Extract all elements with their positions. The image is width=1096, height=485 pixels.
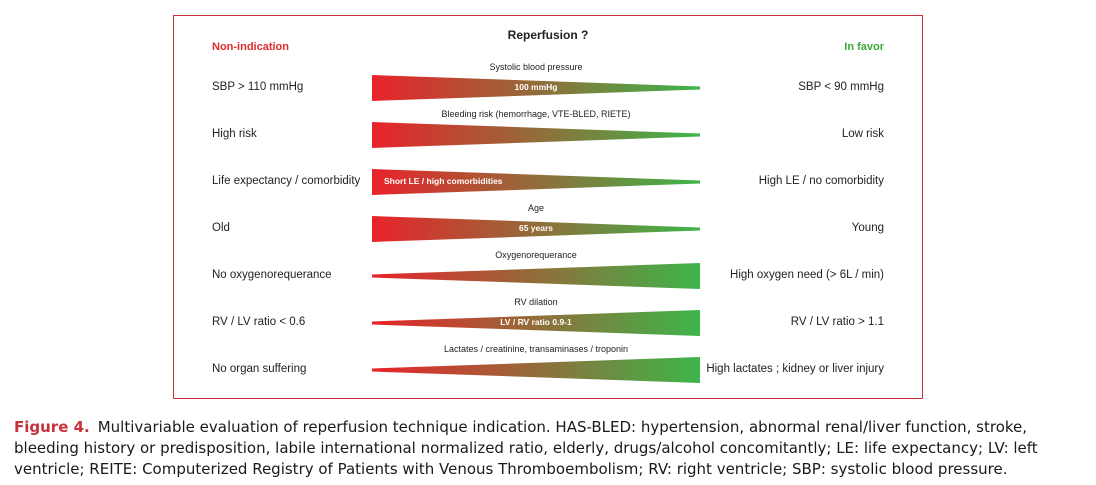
wedge-svg bbox=[372, 263, 700, 289]
wedge-shape bbox=[372, 263, 700, 289]
wedge-inner-label: Short LE / high comorbidities bbox=[384, 176, 503, 186]
right-label: Low risk bbox=[841, 128, 884, 140]
criterion-row: Life expectancy / comorbidity High LE / n… bbox=[174, 150, 922, 197]
criterion-label: RV dilation bbox=[514, 297, 558, 307]
left-label: Life expectancy / comorbidity bbox=[212, 175, 361, 187]
right-label: High oxygen need (> 6L / min) bbox=[730, 269, 884, 281]
figure-label: Figure 4. bbox=[14, 418, 90, 436]
right-label: SBP < 90 mmHg bbox=[798, 81, 884, 93]
gradient-wedge bbox=[372, 261, 700, 291]
right-label: High lactates ; kidney or liver injury bbox=[706, 363, 884, 375]
criterion-row: No oxygenorequerance High oxygen need (> … bbox=[174, 244, 922, 291]
figure-caption: Figure 4. Multivariable evaluation of rep… bbox=[14, 417, 1086, 480]
left-label: RV / LV ratio < 0.6 bbox=[212, 316, 306, 328]
wedge-inner-label: LV / RV ratio 0.9-1 bbox=[500, 317, 572, 327]
right-label: Young bbox=[851, 222, 884, 234]
criterion-label: Oxygenorequerance bbox=[495, 250, 577, 260]
wedge-shape bbox=[372, 75, 700, 101]
right-header: In favor bbox=[844, 41, 884, 53]
criterion-label: Systolic blood pressure bbox=[489, 62, 583, 72]
criterion-row: No organ suffering High lactates ; kidney… bbox=[174, 338, 922, 385]
criterion-row: SBP > 110 mmHg SBP < 90 mmHg Systolic bloo… bbox=[174, 56, 922, 103]
gradient-wedge bbox=[372, 120, 700, 150]
left-label: No oxygenorequerance bbox=[212, 269, 332, 281]
caption-text: Multivariable evaluation of reperfusion … bbox=[14, 418, 1038, 478]
left-label: Old bbox=[212, 222, 230, 234]
wedge-svg bbox=[372, 310, 700, 336]
gradient-wedge: LV / RV ratio 0.9-1 bbox=[372, 308, 700, 338]
criterion-label: Age bbox=[527, 203, 544, 213]
left-label: No organ suffering bbox=[212, 363, 307, 375]
criterion-row: RV / LV ratio < 0.6 RV / LV ratio > 1.1 RV… bbox=[174, 291, 922, 338]
figure-frame: Reperfusion ? Non-indication In favor SB… bbox=[173, 15, 923, 399]
left-label: High risk bbox=[212, 128, 257, 140]
criterion-row: Old Young Age 65 years bbox=[174, 197, 922, 244]
wedge-shape bbox=[372, 216, 700, 242]
gradient-wedge: 100 mmHg bbox=[372, 73, 700, 103]
gradient-wedge: Short LE / high comorbidities bbox=[372, 167, 700, 197]
wedge-svg bbox=[372, 75, 700, 101]
right-label: High LE / no comorbidity bbox=[758, 175, 884, 187]
right-label: RV / LV ratio > 1.1 bbox=[790, 316, 884, 328]
criterion-label: Bleeding risk (hemorrhage, VTE-BLED, RIE… bbox=[441, 109, 631, 119]
wedge-svg bbox=[372, 169, 700, 195]
wedge-svg bbox=[372, 357, 700, 383]
wedge-svg bbox=[372, 122, 700, 148]
wedge-shape bbox=[372, 122, 700, 148]
left-header: Non-indication bbox=[212, 41, 289, 53]
criterion-label: Lactates / creatinine, transaminases / t… bbox=[443, 344, 629, 354]
left-label: SBP > 110 mmHg bbox=[212, 81, 304, 93]
gradient-wedge: 65 years bbox=[372, 214, 700, 244]
wedge-inner-label: 100 mmHg bbox=[514, 82, 558, 92]
wedge-inner-label: 65 years bbox=[518, 223, 554, 233]
wedge-shape bbox=[372, 357, 700, 383]
wedge-shape bbox=[372, 310, 700, 336]
wedge-svg bbox=[372, 216, 700, 242]
gradient-wedge bbox=[372, 355, 700, 385]
diagram-title: Reperfusion ? bbox=[507, 28, 589, 42]
wedge-shape bbox=[372, 169, 700, 195]
criterion-row: High risk Low risk Bleeding risk (hemorrha… bbox=[174, 103, 922, 150]
